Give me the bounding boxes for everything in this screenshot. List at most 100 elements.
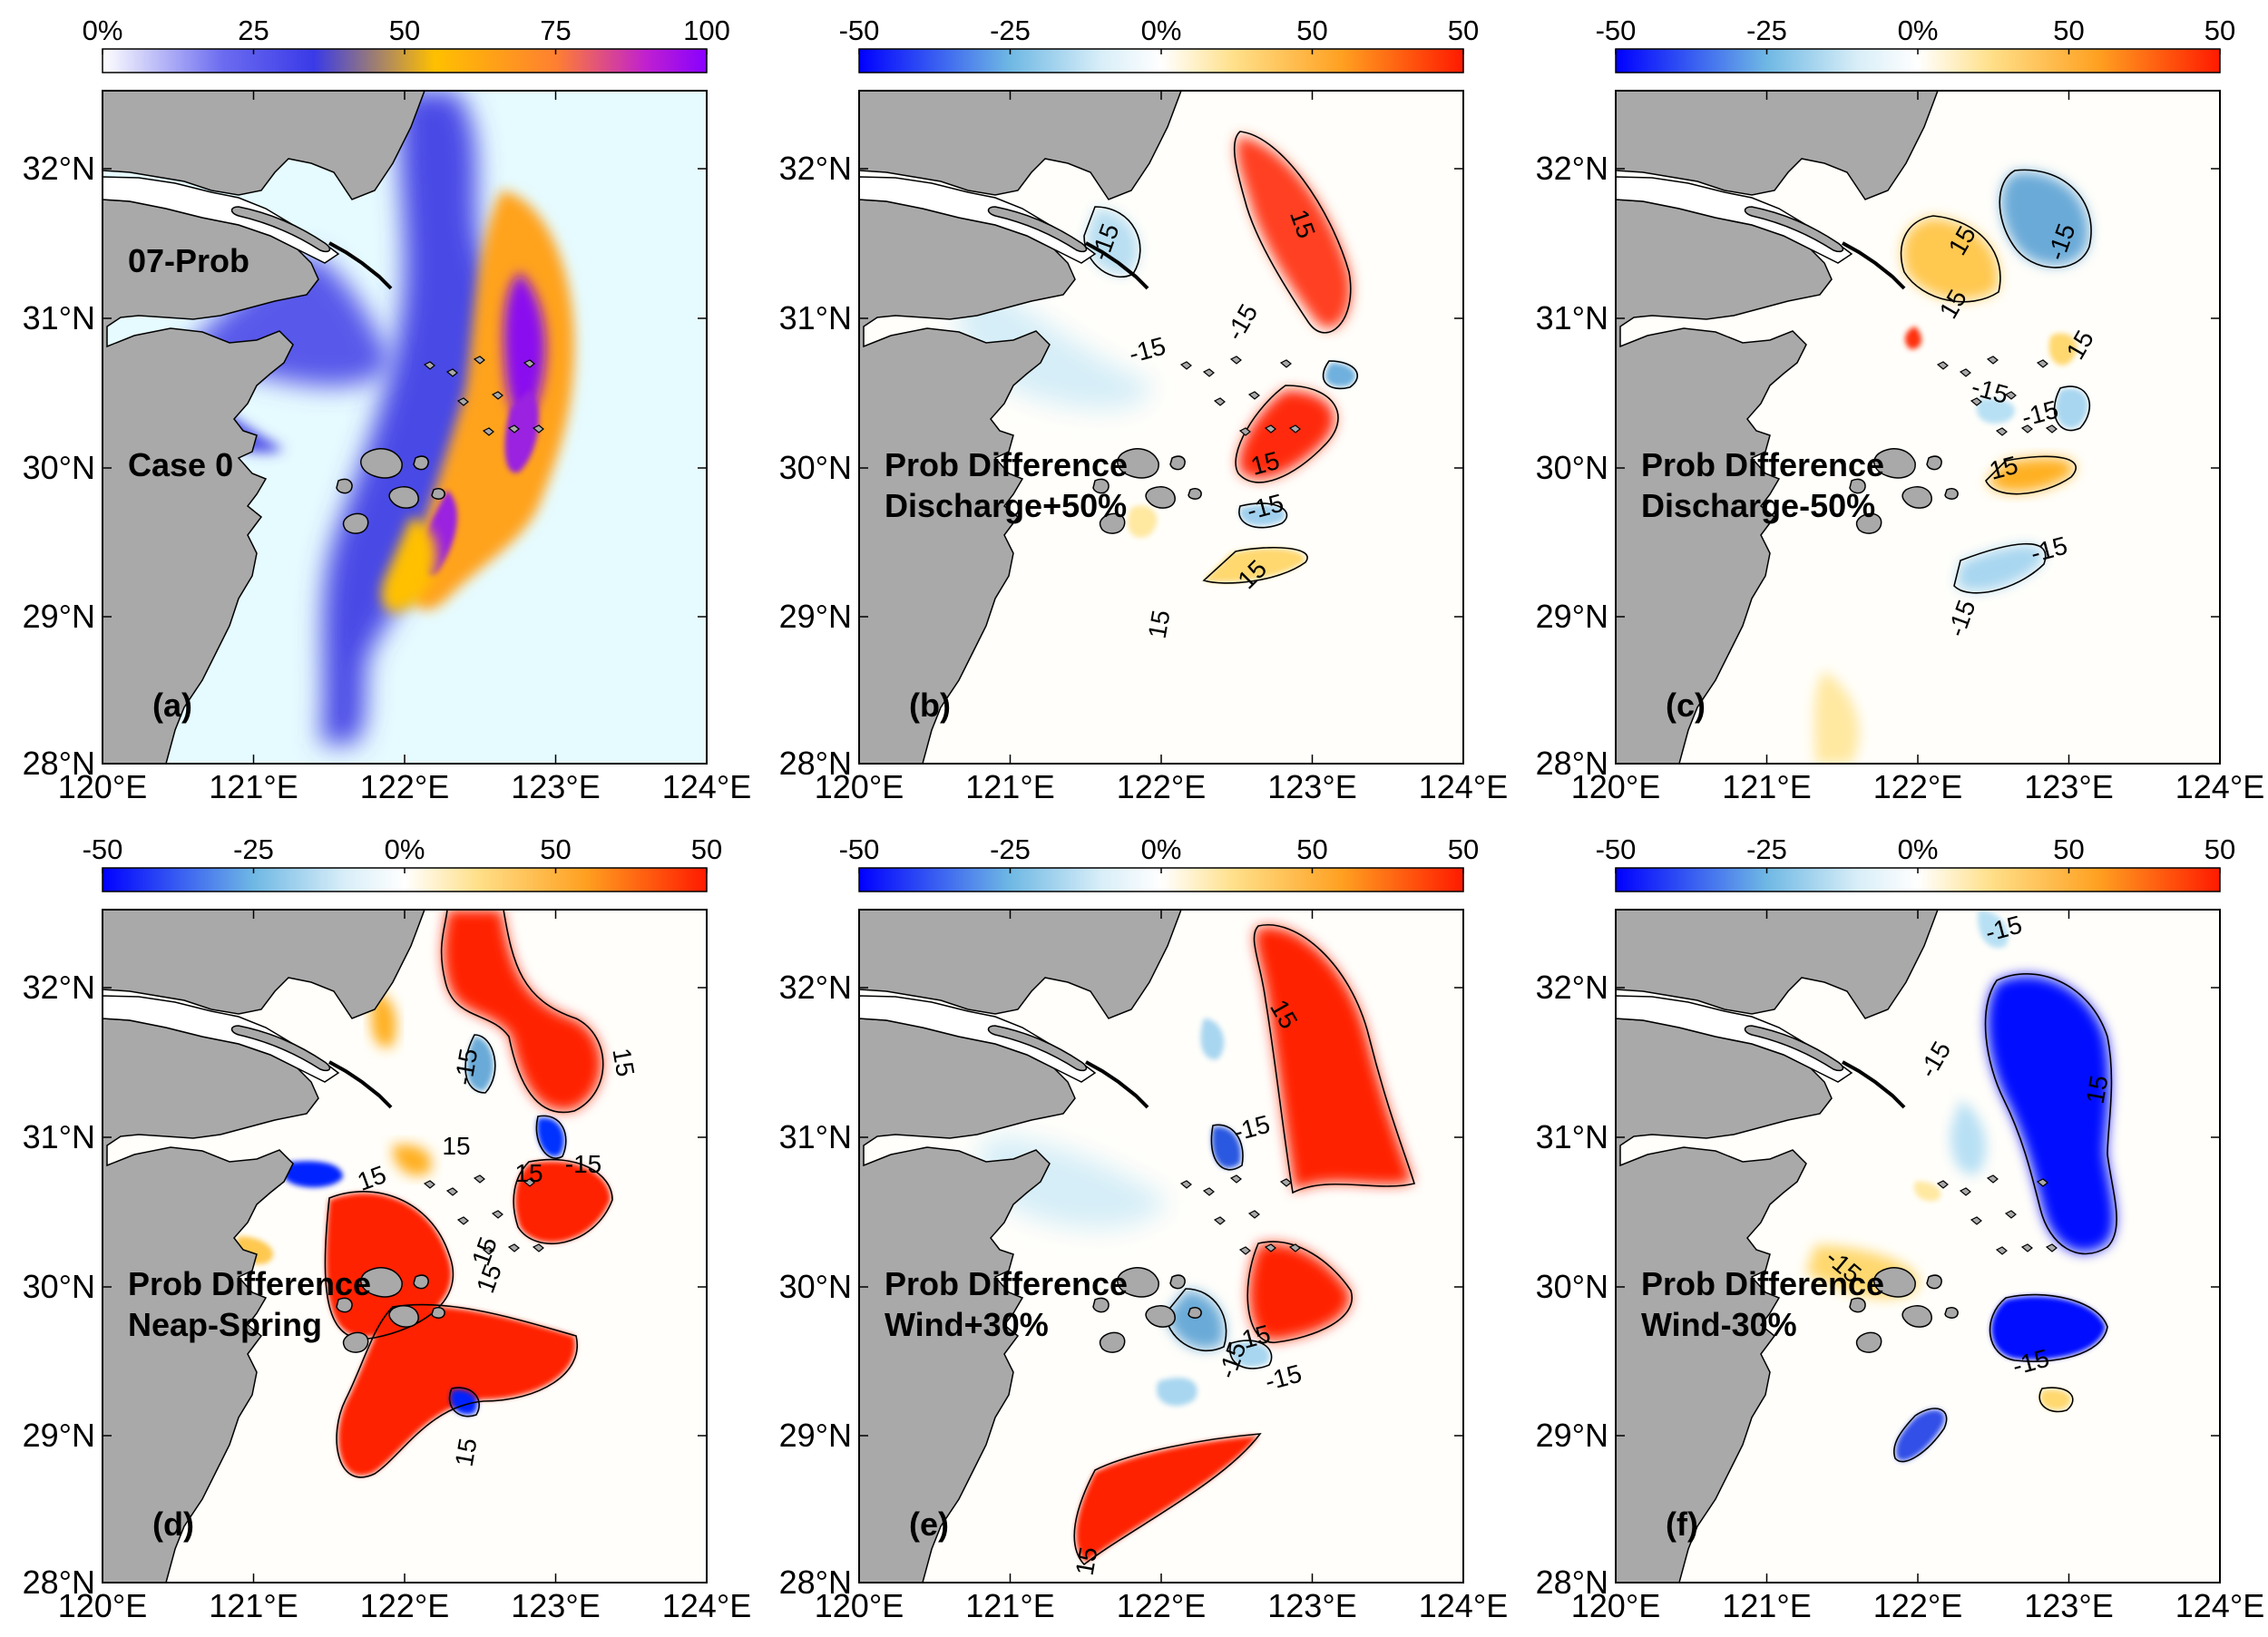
longitude-tick-label: 120°E: [1571, 1587, 1660, 1624]
latitude-tick-label: 28°N: [1536, 1564, 1608, 1601]
axes: 120°E 121°E 122°E 123°E 124°E 32°N 31°N 30°N 29°…: [1536, 91, 2264, 805]
contour-line: [2038, 1387, 2074, 1413]
panel-tag: (b): [909, 687, 951, 724]
colorbar-tick-label: -50: [83, 833, 123, 865]
field-patch: [1212, 1126, 1241, 1169]
longitude-tick-label: 120°E: [1571, 768, 1660, 805]
field-patch: [320, 91, 497, 744]
colorbar-tick-label: -25: [1746, 833, 1787, 865]
colorbar-gradient: [858, 48, 1464, 73]
axes: 120°E 121°E 122°E 123°E 124°E 32°N 31°N 30°N 29°…: [779, 910, 1508, 1624]
panel-tag: (c): [1666, 687, 1706, 724]
longitude-tick-label: 124°E: [1419, 768, 1508, 805]
longitude-tick-label: 122°E: [1873, 1587, 1962, 1624]
panel-title: 07-Prob: [128, 242, 249, 279]
contour-line: [448, 1387, 480, 1418]
latitude-tick-label: 28°N: [1536, 745, 1608, 782]
field-patch: [1168, 1291, 1225, 1350]
field-patch: [1904, 326, 1921, 349]
field-patch: [466, 1037, 494, 1091]
field-patch: [1895, 1409, 1945, 1461]
longitude-tick-label: 121°E: [965, 768, 1054, 805]
contour-line: [2053, 385, 2090, 432]
panel-subtitle: Discharge+50%: [885, 487, 1127, 524]
colorbar: -50 -25 0% 50 50: [83, 833, 722, 892]
panel-subtitle: Wind+30%: [885, 1306, 1049, 1343]
contour-line: [1999, 169, 2092, 268]
longitude-tick-label: 123°E: [2024, 1587, 2113, 1624]
longitude-tick-label: 122°E: [360, 768, 449, 805]
contour-line: [1900, 215, 2001, 303]
colorbar-tick-label: 50: [540, 833, 571, 865]
contour-line: [464, 1034, 496, 1094]
field-patch: [1157, 1378, 1198, 1407]
longitude-tick-label: 122°E: [1873, 768, 1962, 805]
colorbar-tick-label: -50: [839, 15, 880, 46]
colorbar-tick-label: 50: [2204, 15, 2235, 46]
contour-label: 15: [442, 1132, 470, 1160]
longitude-tick-label: 124°E: [1419, 1587, 1508, 1624]
colorbar-tick-label: -50: [1596, 15, 1637, 46]
contour-line: [1165, 1288, 1227, 1352]
field-patch: [1976, 398, 2015, 424]
field-patch: [2039, 1389, 2071, 1410]
field-patch: [2001, 171, 2089, 266]
longitude-tick-label: 121°E: [965, 1587, 1054, 1624]
contour-line: [1984, 973, 2117, 1255]
panel-title: Prob Difference: [1641, 446, 1884, 483]
colorbar-tick-label: -25: [990, 15, 1031, 46]
contour-line: [1893, 1408, 1948, 1463]
longitude-tick-label: 121°E: [209, 1587, 298, 1624]
field-patch: [1230, 1341, 1270, 1368]
field-patch: [326, 1193, 452, 1338]
colorbar-tick-label: 50: [2204, 833, 2235, 865]
field-patch: [392, 1145, 432, 1176]
latitude-tick-label: 31°N: [23, 1118, 95, 1155]
axes: 120°E 121°E 122°E 123°E 124°E 32°N 31°N 30°N 29°…: [23, 91, 751, 805]
field-patch: [450, 1389, 478, 1415]
colorbar-tick-label: 0%: [1141, 833, 1182, 865]
field-patch: [1978, 910, 2009, 949]
latitude-tick-label: 30°N: [779, 449, 852, 486]
longitude-tick-label: 123°E: [2024, 768, 2113, 805]
field-patch: [537, 1117, 564, 1157]
panel-a: 0% 25 50 75 100 07-Prob Case 0 (a) 120°E 121°E 122…: [23, 15, 752, 805]
field-patch: [1902, 218, 1999, 300]
field-patch: [1325, 363, 1356, 387]
contour-line: [1233, 131, 1352, 334]
axes: 120°E 121°E 122°E 123°E 124°E 32°N 31°N 30°N 29°…: [1536, 910, 2264, 1624]
latitude-tick-label: 31°N: [779, 299, 852, 336]
field-patch: [1814, 671, 1860, 764]
latitude-tick-label: 30°N: [23, 1268, 95, 1305]
panel-tag: (f): [1666, 1505, 1698, 1543]
contour-lines: [324, 910, 613, 1478]
colorbar-tick-label: -25: [990, 833, 1031, 865]
longitude-tick-label: 123°E: [511, 1587, 600, 1624]
contour-label: 15: [1070, 1544, 1103, 1577]
contour-line: [1953, 542, 2047, 594]
longitude-tick-label: 123°E: [1267, 768, 1356, 805]
latitude-tick-label: 31°N: [779, 1118, 852, 1155]
latitude-tick-label: 29°N: [1536, 598, 1608, 635]
longitude-tick-label: 124°E: [662, 768, 751, 805]
field-patch: [1076, 1436, 1258, 1563]
colorbar-tick-label: 50: [691, 833, 722, 865]
field-patch: [503, 272, 546, 419]
contour-line: [1246, 1241, 1354, 1343]
field-patch: [443, 910, 601, 1111]
latitude-tick-label: 31°N: [23, 299, 95, 336]
field-patch: [1128, 505, 1158, 538]
field-patch: [1238, 390, 1335, 480]
latitude-tick-label: 32°N: [779, 150, 852, 187]
colorbar-tick-label: 50: [389, 15, 420, 46]
latitude-tick-label: 32°N: [23, 969, 95, 1006]
contour-label: -15: [449, 1047, 484, 1087]
panel-subtitle: Discharge-50%: [1641, 487, 1875, 524]
